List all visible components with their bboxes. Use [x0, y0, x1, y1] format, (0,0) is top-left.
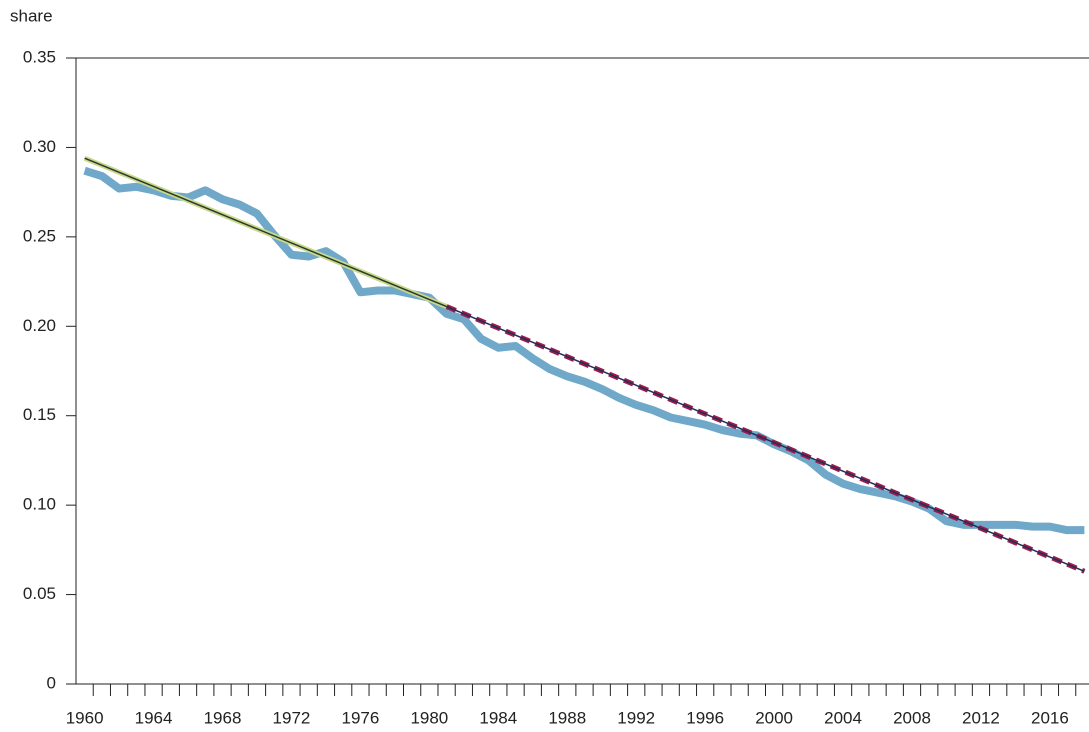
x-tick-label: 2008: [893, 708, 931, 727]
y-tick-label: 0.25: [23, 226, 56, 245]
trend-line-core: [446, 305, 1085, 573]
y-tick-label: 0.05: [23, 584, 56, 603]
y-tick-label: 0.20: [23, 316, 56, 335]
x-tick-label: 1968: [204, 708, 242, 727]
x-tick-label: 2004: [824, 708, 862, 727]
x-tick-label: 1988: [548, 708, 586, 727]
y-tick-label: 0.10: [23, 495, 56, 514]
x-tick-label: 1964: [135, 708, 173, 727]
x-tick-label: 1980: [410, 708, 448, 727]
x-tick-label: 2016: [1031, 708, 1069, 727]
x-tick-label: 1996: [686, 708, 724, 727]
x-tick-label: 2012: [962, 708, 1000, 727]
y-tick-label: 0.30: [23, 137, 56, 156]
x-tick-label: 1992: [617, 708, 655, 727]
y-tick-label: 0: [47, 673, 56, 692]
x-tick-label: 1976: [342, 708, 380, 727]
x-tick-label: 2000: [755, 708, 793, 727]
y-tick-label: 0.15: [23, 405, 56, 424]
x-tick-label: 1960: [66, 708, 104, 727]
y-axis-label: share: [10, 6, 53, 25]
x-tick-label: 1972: [273, 708, 311, 727]
x-tick-label: 1984: [479, 708, 517, 727]
trend-line-core: [84, 157, 447, 308]
y-tick-label: 0.35: [23, 47, 56, 66]
data-line: [83, 166, 1085, 535]
